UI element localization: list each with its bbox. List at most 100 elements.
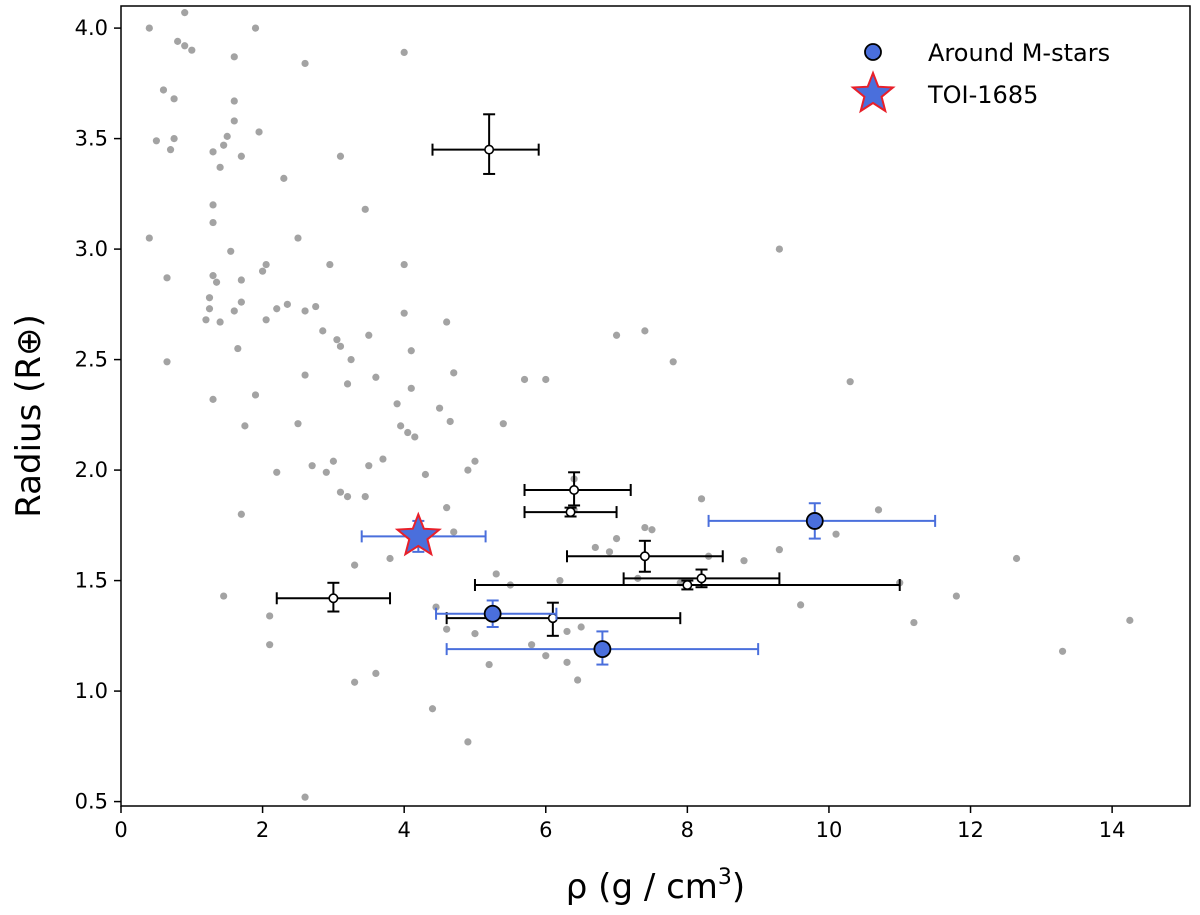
background-planet-point [365,331,373,339]
background-planet-point [145,234,153,242]
background-planet-point [273,468,281,476]
background-planet-point [159,86,168,94]
background-planet-point [230,97,238,105]
planet-point [484,144,495,155]
background-planet-point [443,625,451,633]
background-planet-point [209,218,217,227]
background-planet-point [528,641,536,649]
background-planet-point [230,53,238,61]
background-planet-point [520,375,529,384]
background-planet-point [308,462,316,470]
background-planet-point [740,557,748,565]
background-planet-point [227,247,235,255]
background-planet-point [255,128,263,136]
background-planet-point [266,641,274,649]
background-planet-point [336,342,345,350]
background-planet-point [251,24,260,32]
background-planet-point [181,42,189,50]
background-planet-point [163,358,171,366]
background-planet-point [612,534,621,543]
background-planet-point [386,554,394,563]
background-planet-point [393,400,401,408]
y-tick-label: 3.0 [75,237,108,261]
background-planet-point [319,327,327,335]
background-planet-point [262,316,270,324]
background-planet-point [846,378,854,386]
background-planet-point [174,37,182,45]
background-planet-point [241,422,249,430]
background-planet-point [220,592,228,600]
background-planet-point [400,48,408,57]
background-planet-point [294,420,302,428]
m-star-planet-point [593,640,612,658]
background-planet-point [775,546,783,554]
background-planet-point [351,678,359,686]
x-axis-label-close: ) [732,867,745,907]
y-tick-label: 4.0 [75,16,108,40]
background-planet-point [446,417,454,426]
background-planet-point [641,327,649,335]
background-planet-point [397,422,405,430]
background-planet-point [329,457,337,465]
background-planet-point [563,627,571,636]
background-planet-point [361,493,369,501]
background-planet-point [605,548,614,556]
m-star-planet-point [483,604,502,623]
background-planet-point [209,148,217,156]
axes-layer: 0 2 4 6 8 10 12 14 0.5 1.0 1.5 2.0 2.5 3.0 3.5 4.0 [75,16,1126,842]
background-planet-point [404,428,412,437]
background-planet-point [326,260,334,269]
background-planet-point [336,152,345,160]
background-planet-point [577,623,585,631]
background-planet-point [612,331,621,339]
x-axis-label-main: ρ (g / cm [566,867,718,907]
background-planet-point [163,274,171,282]
background-planet-point [1012,554,1021,563]
background-planet-point [347,355,355,364]
background-planet-point [400,260,408,269]
background-planet-point [237,152,245,160]
background-planet-point [205,305,214,313]
background-planet-point [435,404,444,412]
planet-point [682,580,693,591]
background-planet-point [450,369,458,377]
background-planet-point [874,506,883,514]
background-planet-point [1126,616,1134,624]
data-layer [145,9,1134,801]
planet-point [696,573,707,584]
x-tick-label: 10 [816,818,843,842]
background-planet-point [216,318,224,326]
background-planet-point [237,298,245,306]
background-planet-point [492,570,500,578]
x-tick-label: 12 [957,818,984,842]
background-planet-point [273,305,281,313]
background-planet-point [464,738,472,746]
background-planet-point [343,380,352,388]
background-planet-point [262,260,270,269]
y-tick-label: 1.0 [75,679,108,703]
background-planet-point [343,493,352,501]
background-planet-point [188,46,196,54]
background-planet-point [910,618,918,627]
legend-label-toi-1685: TOI-1685 [927,81,1038,109]
background-planet-point [372,669,380,678]
background-planet-point [283,300,291,308]
background-planet-point [556,576,564,585]
legend-label-m-stars: Around M-stars [928,39,1110,67]
background-planet-point [152,137,160,145]
background-planet-point [542,375,550,384]
background-planet-point [574,676,582,684]
background-planet-point [301,307,309,315]
background-planet-point [411,433,419,441]
background-planet-point [952,592,960,600]
planet-point [328,593,339,604]
background-planet-point [697,495,706,503]
background-planet-point [407,347,415,355]
background-planet-point [301,59,309,68]
background-planet-point [220,141,228,149]
toi-1685-star-point [394,511,442,557]
planet-point [565,507,576,518]
background-planet-point [471,457,479,465]
background-planet-point [648,526,656,534]
background-planet-point [400,309,408,317]
